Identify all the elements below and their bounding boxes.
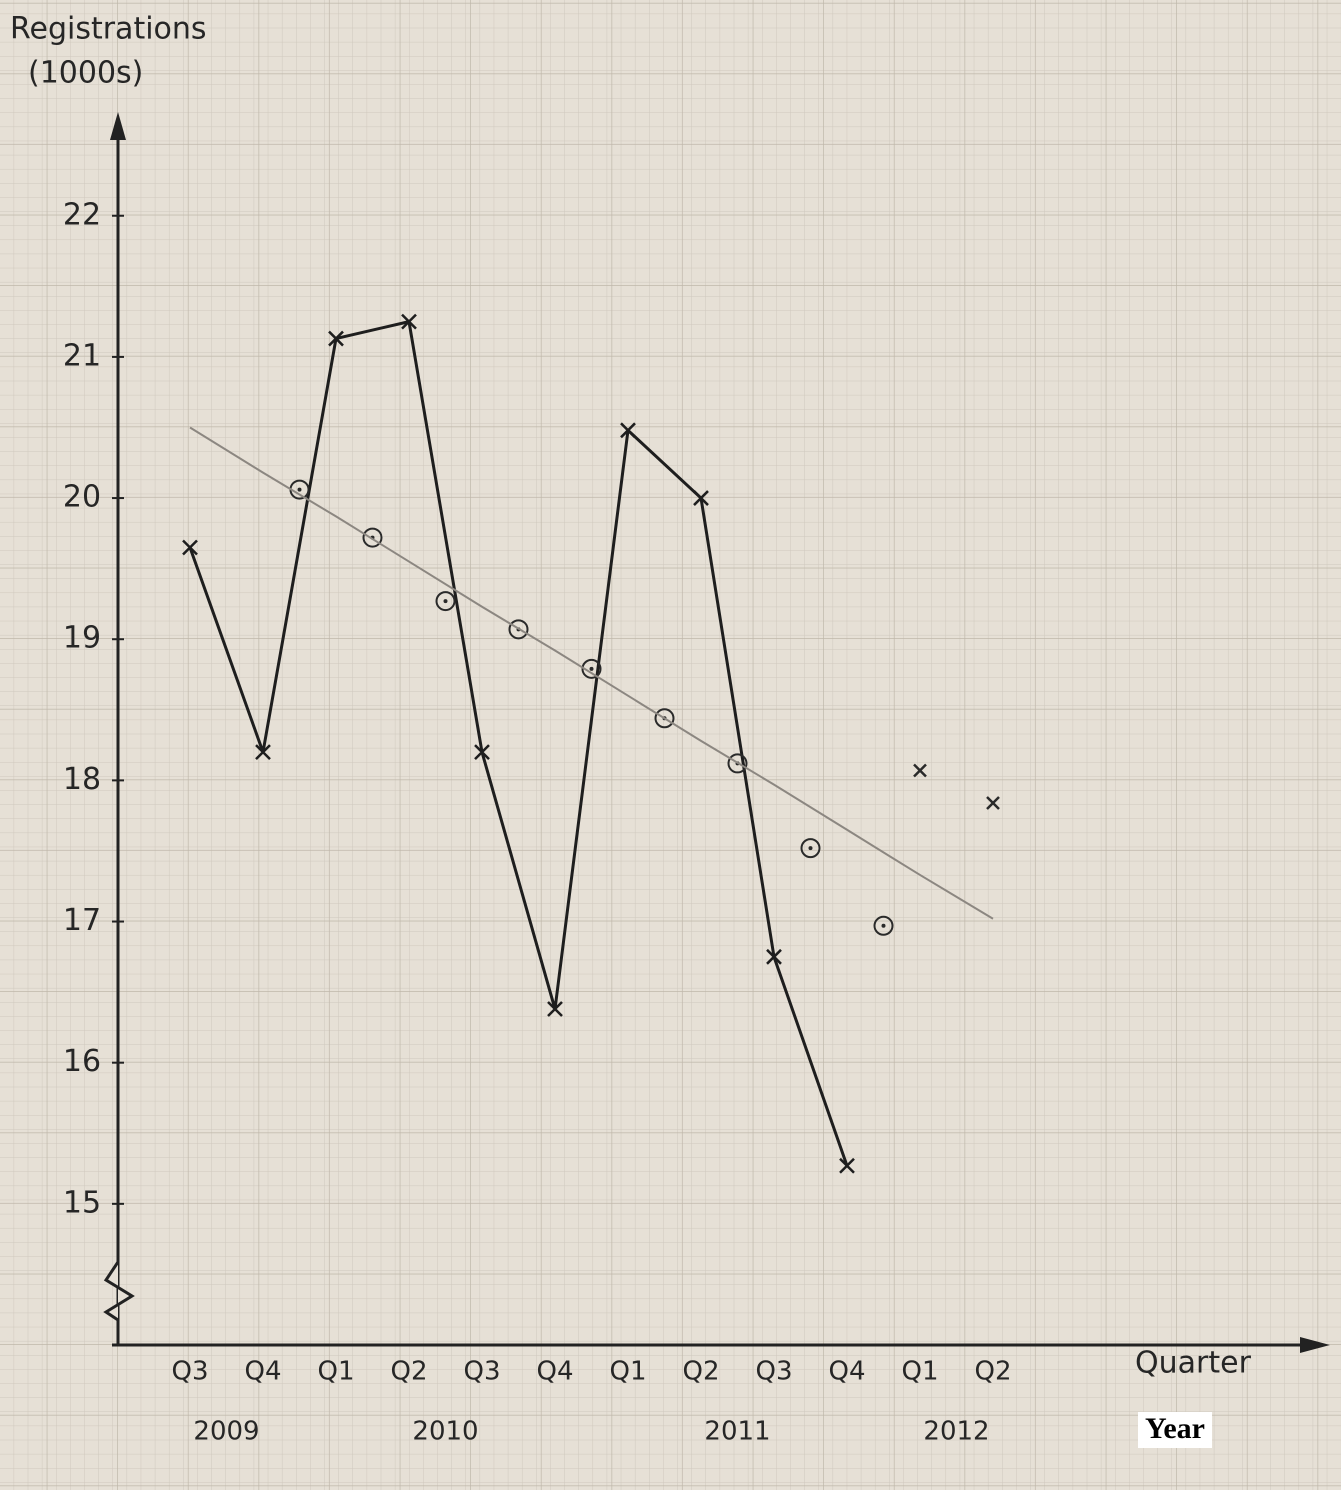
x-axis-arrow: [1300, 1337, 1330, 1353]
data-cross: [839, 1157, 855, 1174]
y-tick-label: 18: [63, 762, 101, 797]
x-tick-label: Q3: [171, 1357, 208, 1387]
y-axis-label: (1000s): [28, 56, 143, 91]
y-tick-label: 21: [63, 338, 101, 373]
moving-average-point: [508, 619, 529, 640]
year-label: 2012: [923, 1417, 989, 1447]
data-cross: [474, 744, 490, 761]
moving-average-point: [727, 753, 748, 774]
data-cross: [328, 330, 344, 347]
moving-average-point: [873, 915, 894, 936]
data-cross: [693, 490, 709, 506]
year-label-box: [1138, 1412, 1212, 1448]
y-tick-label: 22: [63, 197, 101, 232]
year-label: 2010: [412, 1417, 478, 1447]
year-axis-label: Year: [1145, 1412, 1205, 1445]
x-tick-label: Q4: [828, 1357, 865, 1387]
x-axis-label: Quarter: [1135, 1346, 1252, 1381]
moving-average-dot: [808, 846, 813, 851]
x-tick-label: Q3: [463, 1357, 500, 1387]
y-axis-arrow: [110, 112, 126, 140]
trend-line: [189, 426, 994, 920]
y-tick-label: 19: [63, 621, 101, 656]
y-tick-label: 17: [63, 903, 101, 938]
moving-average-dot: [443, 599, 448, 604]
y-tick-label: 15: [63, 1185, 101, 1220]
data-cross: [766, 948, 782, 965]
moving-average-point: [362, 527, 383, 548]
axis-break: [103, 1261, 135, 1322]
x-tick-label: Q2: [682, 1357, 719, 1387]
moving-average-point: [800, 838, 821, 859]
moving-average-dot: [589, 666, 594, 671]
year-label: 2011: [704, 1417, 770, 1447]
x-tick-label: Q2: [390, 1357, 427, 1387]
data-cross: [401, 313, 417, 330]
data-cross: [986, 796, 1000, 810]
moving-average-point: [581, 658, 602, 679]
y-axis-label: Registrations: [10, 12, 207, 47]
moving-average-point: [435, 591, 456, 612]
moving-average-point: [654, 708, 675, 729]
x-tick-label: Q2: [974, 1357, 1011, 1387]
data-cross: [913, 763, 927, 778]
moving-average-dot: [297, 487, 302, 492]
x-tick-label: Q1: [901, 1357, 938, 1387]
data-cross: [255, 744, 271, 761]
data-cross: [547, 1001, 563, 1017]
x-tick-label: Q3: [755, 1357, 792, 1387]
x-tick-label: Q4: [536, 1357, 573, 1387]
x-tick-label: Q1: [317, 1357, 354, 1387]
data-line: [188, 320, 849, 1167]
y-tick-label: 16: [63, 1044, 101, 1079]
data-cross: [182, 539, 198, 556]
year-label: 2009: [193, 1417, 259, 1447]
axes: [103, 112, 1330, 1353]
data-cross: [620, 422, 636, 439]
x-tick-label: Q1: [609, 1357, 646, 1387]
x-tick-label: Q4: [244, 1357, 281, 1387]
moving-average-dot: [881, 923, 886, 928]
y-tick-label: 20: [63, 480, 101, 515]
